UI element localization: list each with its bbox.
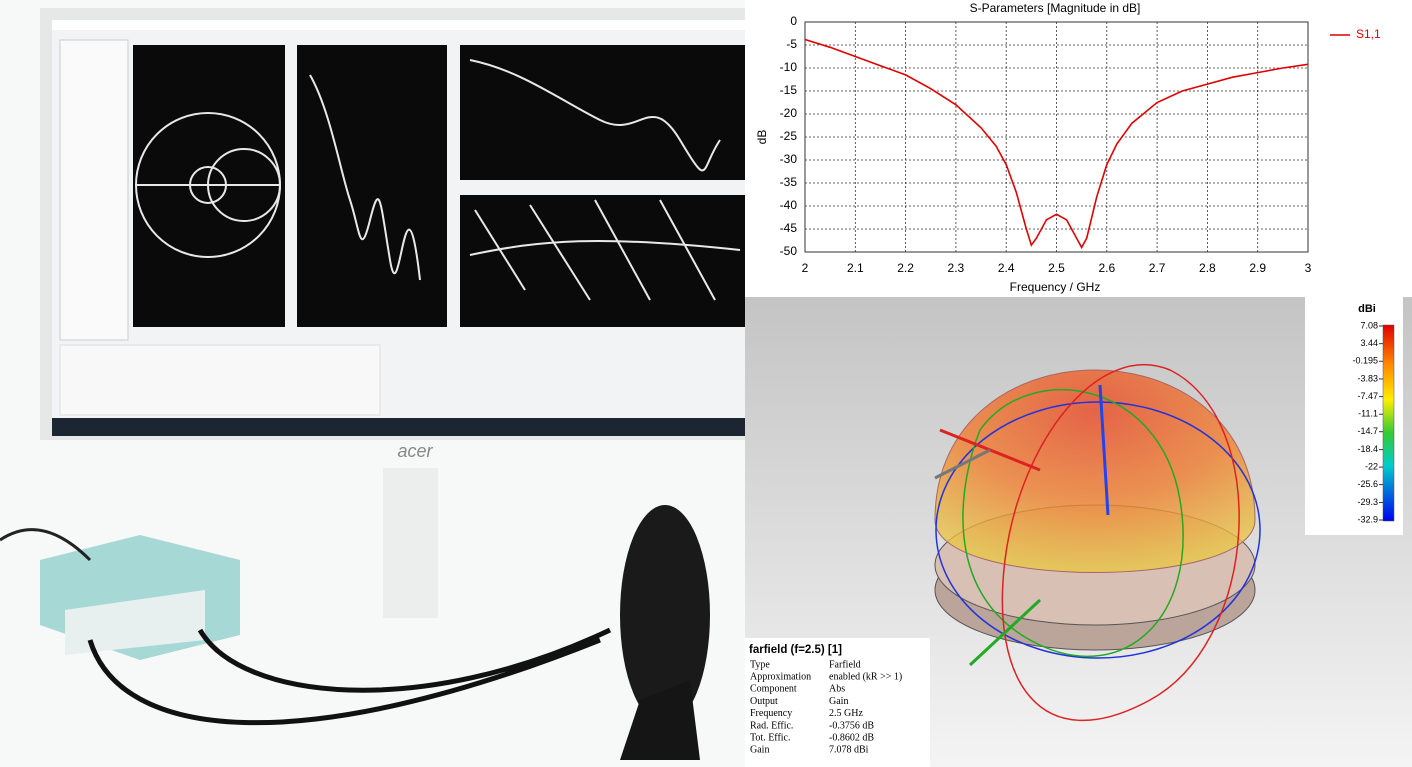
info-panel: farfield (f=2.5) [1] Type Farfield Approxi… xyxy=(745,638,930,767)
x-tick-label: 2.1 xyxy=(847,261,864,275)
device-front xyxy=(65,590,205,655)
info-key: Output xyxy=(750,696,778,707)
x-tick-label: 2.8 xyxy=(1199,261,1216,275)
y-tick-label: -25 xyxy=(780,129,798,143)
window-bar xyxy=(52,20,745,30)
screen-curves xyxy=(135,59,741,301)
plot-panel xyxy=(297,45,447,327)
y-tick-label: -50 xyxy=(780,244,798,258)
info-key: Gain xyxy=(750,745,769,756)
z-axis xyxy=(1098,384,1110,516)
y-tick-label: -45 xyxy=(780,221,798,235)
y-tick-label: -20 xyxy=(780,106,798,120)
colorbar-label: 7.08 xyxy=(1360,320,1378,330)
info-title: farfield (f=2.5) [1] xyxy=(749,644,842,656)
info-value: Gain xyxy=(829,696,848,707)
colorbar-label: -18.4 xyxy=(1357,444,1378,454)
colorbar-title: dBi xyxy=(1358,303,1376,315)
y-tick-label: -30 xyxy=(780,152,798,166)
cable xyxy=(0,528,92,562)
y-tick-label: 0 xyxy=(790,14,797,28)
chart-title: S-Parameters [Magnitude in dB] xyxy=(970,1,1141,15)
x-tick-label: 3 xyxy=(1305,261,1312,275)
info-value: Farfield xyxy=(829,659,861,670)
series-line xyxy=(804,38,1309,250)
x-tick-label: 2.6 xyxy=(1098,261,1115,275)
side-panel xyxy=(59,39,129,341)
info-key: Rad. Effic. xyxy=(750,720,793,731)
info-bg xyxy=(745,638,930,767)
colorbar-label: -29.3 xyxy=(1357,497,1378,507)
colorbar: dBi 7.08 3.44 -0.195 -3.83 -7.47 -11.1 -14.7 -1… xyxy=(1305,297,1403,535)
info-value: 2.5 GHz xyxy=(829,708,863,719)
info-value: 7.078 dBi xyxy=(829,745,869,756)
colorbar-label: 3.44 xyxy=(1360,338,1378,348)
info-key: Component xyxy=(750,684,797,695)
plot-frame xyxy=(804,21,1309,253)
colorbar-label: -7.47 xyxy=(1357,391,1378,401)
antenna-base xyxy=(620,680,700,760)
y-tick-label: -35 xyxy=(780,175,798,189)
taskbar xyxy=(52,418,745,436)
x-tick-label: 2.2 xyxy=(897,261,914,275)
measure-panel xyxy=(59,344,381,416)
x-tick-label: 2.4 xyxy=(998,261,1015,275)
cables xyxy=(87,627,612,726)
x-tick-label: 2.5 xyxy=(1048,261,1065,275)
chart-bg xyxy=(745,0,1412,297)
colorbar-label: -3.83 xyxy=(1357,373,1378,383)
x-tick-label: 2.9 xyxy=(1249,261,1266,275)
theta-circle xyxy=(962,389,1184,658)
info-key: Tot. Effic. xyxy=(750,732,791,743)
y-axis-label: dB xyxy=(755,130,769,145)
y-tick-label: -15 xyxy=(780,83,798,97)
chart: S-Parameters [Magnitude in dB] Frequency… xyxy=(755,1,1381,294)
x-axis-label: Frequency / GHz xyxy=(1010,280,1101,294)
y-tick-label: -10 xyxy=(780,60,798,74)
brand: acer xyxy=(397,441,433,461)
antenna xyxy=(620,505,710,725)
colorbar-label: -11.1 xyxy=(1358,409,1378,419)
legend-label: S1,1 xyxy=(1356,27,1381,41)
farfield-3d xyxy=(934,363,1261,721)
colorbar-label: -0.195 xyxy=(1352,356,1378,366)
info-key: Type xyxy=(750,659,770,670)
info-value: Abs xyxy=(829,684,845,695)
x-tick-label: 2 xyxy=(802,261,809,275)
y-axis xyxy=(968,598,1042,667)
info-key: Approximation xyxy=(750,671,811,682)
colorbar-label: -32.9 xyxy=(1357,514,1378,524)
y-tick-label: -5 xyxy=(786,37,797,51)
colorbar-label: -25.6 xyxy=(1357,479,1378,489)
info-value: enabled (kR >> 1) xyxy=(829,671,902,682)
theta-circle xyxy=(1001,363,1240,721)
info-key: Frequency xyxy=(750,708,792,719)
y-tick-label: -40 xyxy=(780,198,798,212)
colorbar-scale xyxy=(1382,324,1395,522)
x-tick-label: 2.3 xyxy=(948,261,965,275)
info-value: -0.8602 dB xyxy=(829,732,874,743)
photo: acer xyxy=(0,8,745,760)
stand xyxy=(383,468,438,618)
plot-panel xyxy=(460,45,745,180)
x-tick-label: 2.7 xyxy=(1149,261,1166,275)
direction-axis xyxy=(934,448,991,480)
colorbar-label: -14.7 xyxy=(1357,426,1378,436)
info-value: -0.3756 dB xyxy=(829,720,874,731)
phi-circle xyxy=(935,401,1261,659)
colorbar-label: -22 xyxy=(1365,461,1378,471)
